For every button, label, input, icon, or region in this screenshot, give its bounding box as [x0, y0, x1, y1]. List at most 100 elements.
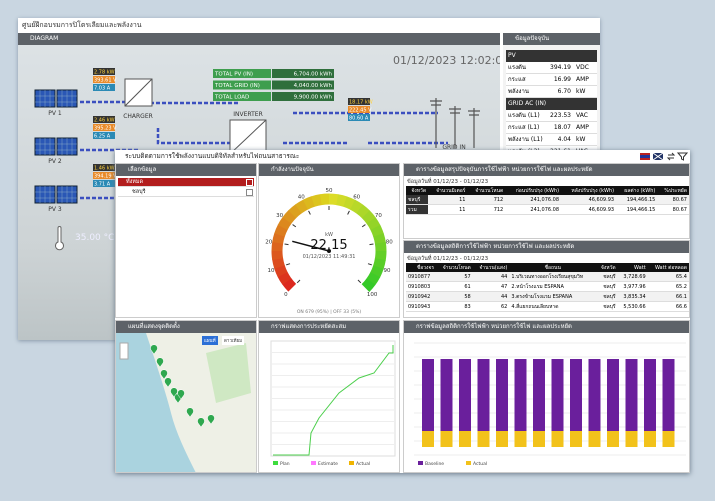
pv-box — [93, 68, 115, 75]
gauge-tick — [347, 210, 350, 215]
pv-v: 395.23 V — [94, 126, 117, 132]
back-title: ศูนย์ฝึกอบรมการปิโตรเลียมและพลังงาน — [22, 21, 142, 29]
pv-box — [93, 124, 115, 131]
baseline-bar — [533, 359, 545, 431]
gauge-tick-label: 30 — [276, 213, 283, 219]
pv-box — [93, 76, 115, 83]
table-cell: 58 — [464, 293, 471, 300]
row-unit: kW — [576, 88, 586, 95]
legend-label: Actual — [473, 461, 487, 467]
legend-swatch — [418, 461, 423, 465]
section-header: PV — [506, 50, 597, 62]
table-cell: 0910942 — [408, 293, 431, 300]
table-cell: 712 — [493, 206, 504, 213]
row-value: 16.99 — [553, 76, 571, 83]
table-cell: 65.4 — [675, 273, 687, 280]
diagram: 01/12/2023 12:02:00 PV 1 2.78 kW 393.61 V 7.… — [34, 54, 500, 251]
checkbox — [246, 189, 253, 196]
gauge-needle — [292, 240, 330, 252]
gauge-arc — [356, 204, 370, 219]
table-row: รวม 11 712 241,076.08 46,609.93 194,466.15 80.… — [406, 204, 689, 215]
baseline-bar — [496, 359, 508, 431]
table-cell: 0910943 — [408, 303, 431, 310]
total-label-box — [213, 80, 271, 90]
total-value-box — [272, 92, 334, 101]
temperature: 35.00 °C — [75, 233, 114, 243]
column-header: Watt ต่อหลอด — [654, 264, 687, 271]
select-item[interactable]: ชลบุรี — [118, 188, 254, 197]
bar-header: กราฟข้อมูลสถิติการใช้ไฟฟ้า หน่วยการใช้ไฟ… — [404, 321, 689, 333]
total-label: TOTAL PV (IN) — [214, 72, 253, 78]
gauge-arc — [366, 217, 381, 231]
map-pin — [186, 407, 194, 418]
pv-box — [93, 164, 115, 171]
map-type-button[interactable]: ดาวเทียม — [222, 336, 245, 345]
checkbox — [246, 179, 253, 186]
gauge-tick-label: 10 — [267, 268, 274, 274]
table-cell: 57 — [464, 273, 471, 280]
pv-a: 3.71 A — [94, 182, 111, 188]
table-cell: 3,728.69 — [623, 273, 646, 280]
pv-name: PV 2 — [48, 158, 62, 165]
line-panel: กราฟแสดงการประหยัดสะสม Plan Estimate Actual — [258, 320, 400, 473]
pv-name: PV 3 — [48, 206, 62, 213]
column-header: ชื่อถนน — [544, 264, 561, 271]
grid-box — [348, 106, 370, 113]
current-row: แรงดัน 394.19 VDC — [506, 62, 597, 74]
data-table: จังหวัด จำนวนมิเตอร์ จำนวนโหนด ก่อนปรับปรุง… — [406, 186, 689, 215]
total-label: TOTAL LOAD — [214, 95, 249, 101]
baseline-bar — [422, 359, 434, 431]
actual-bar — [477, 431, 490, 447]
current-row: แรงดัน (L1) 223.53 VAC — [506, 110, 597, 122]
pv-a: 7.03 A — [94, 86, 111, 92]
gauge-arc — [374, 250, 387, 261]
pv-box — [93, 84, 115, 91]
pole — [430, 98, 442, 148]
table-cell: 46,609.93 — [588, 206, 615, 213]
table-row: 0910877 57 44 1.บริเวณทางออกโรงเรียนสุขุมวิ… — [406, 272, 689, 282]
table-cell: 5,530.66 — [623, 303, 646, 310]
gauge-arc — [370, 265, 384, 278]
table-row: 0910803 61 47 2.หน้าโรงแรม ESPANA ชลบุรี 3,97… — [406, 281, 689, 292]
row-unit: kW — [576, 136, 586, 143]
column-header: หลังปรับปรุง (kWh) — [571, 187, 615, 194]
table-cell: 1.บริเวณทางออกโรงเรียนสุขุมวิท — [511, 273, 584, 280]
table-cell: 712 — [493, 196, 504, 203]
legend-swatch — [466, 461, 471, 465]
header-icons — [640, 152, 688, 161]
row-value: 394.19 — [550, 64, 571, 71]
select-item[interactable]: ทั้งหมด — [118, 178, 254, 187]
plan-line — [273, 345, 394, 456]
row-unit: AMP — [576, 124, 589, 131]
diagram-header: DIAGRAM — [18, 33, 500, 45]
table-cell: 0910877 — [408, 273, 431, 280]
gauge-tick-label: 50 — [326, 188, 333, 194]
map[interactable] — [116, 333, 256, 473]
table-row: 0910942 58 44 3.ตรงข้ามโรงแรม ESPANA ชลบุรี 3… — [406, 291, 689, 302]
gauge-arc — [374, 242, 387, 252]
select-header: เลือกข้อมูล — [116, 164, 256, 176]
baseline-bar — [570, 359, 582, 431]
table-cell: 241,076.08 — [530, 196, 560, 203]
table-cell: 241,076.08 — [530, 206, 560, 213]
line-chart: Plan Estimate Actual — [270, 340, 396, 467]
total-label: TOTAL GRID (IN) — [214, 83, 260, 89]
actual-bar — [570, 431, 582, 447]
actual-bar — [662, 431, 675, 447]
pv-grid — [35, 186, 55, 203]
map-type-button[interactable]: แผนที่ — [202, 336, 218, 345]
row-label: พลังงาน — [508, 88, 529, 95]
refresh-icon[interactable] — [666, 152, 676, 161]
gauge-tick-label: 100 — [367, 292, 378, 298]
legend-label: Actual — [356, 461, 370, 467]
baseline-bar — [551, 359, 564, 431]
row-label: พลังงาน (L1) — [508, 136, 543, 143]
table-cell: 65.2 — [675, 283, 687, 290]
current-row: พลังงาน (L1) 4.04 kW — [506, 134, 597, 146]
row-label: กระแส — [508, 76, 526, 83]
filter-icon[interactable] — [676, 152, 688, 161]
gauge-arc — [361, 210, 376, 225]
gauge: 0 10 20 30 40 50 60 70 80 90 100 kW22.1501/12/2023 … — [265, 188, 393, 315]
actual-bar — [607, 431, 619, 447]
